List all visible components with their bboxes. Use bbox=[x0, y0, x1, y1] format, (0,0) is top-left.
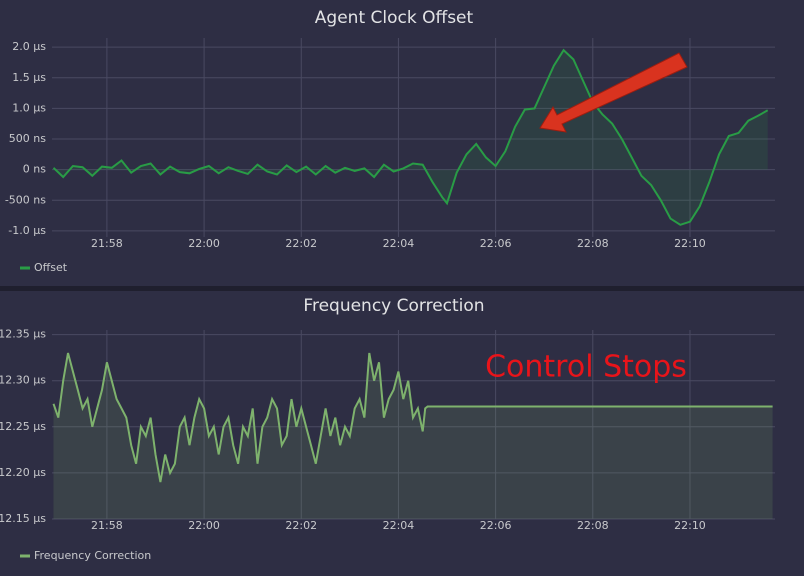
arrow bbox=[539, 52, 688, 133]
x-tick-label: 22:04 bbox=[383, 519, 415, 532]
x-tick-label: 22:00 bbox=[188, 519, 220, 532]
x-tick-label: 22:02 bbox=[285, 237, 317, 250]
y-tick-label: 0 ns bbox=[23, 163, 46, 176]
x-tick-label: 22:08 bbox=[577, 237, 609, 250]
y-tick-label: 2.0 µs bbox=[12, 40, 46, 53]
x-tick-label: 22:10 bbox=[674, 519, 706, 532]
panel bbox=[0, 291, 804, 576]
x-tick-label: 22:08 bbox=[577, 519, 609, 532]
y-tick-label: -1.0 µs bbox=[8, 224, 46, 237]
y-tick-label: -500 ns bbox=[5, 193, 46, 206]
line bbox=[52, 352, 773, 483]
x-tick-label: 22:06 bbox=[480, 519, 512, 532]
x-tick-label: 22:02 bbox=[285, 519, 317, 532]
area bbox=[53, 50, 768, 225]
y-tick-label: 12.25 µs bbox=[0, 420, 46, 433]
x-tick-label: 22:06 bbox=[480, 237, 512, 250]
legend-label: Offset bbox=[34, 261, 68, 274]
y-tick-label: 1.0 µs bbox=[12, 101, 46, 114]
x-tick-label: 22:10 bbox=[674, 237, 706, 250]
y-tick-label: 12.35 µs bbox=[0, 328, 46, 341]
line bbox=[52, 48, 769, 226]
panel-title: Agent Clock Offset bbox=[315, 8, 474, 28]
charts: -1.0 µs -500 ns 0 ns 500 ns 1.0 µs 1.5 µs 2.0 … bbox=[0, 38, 775, 562]
area bbox=[53, 353, 773, 519]
y-tick-label: 12.20 µs bbox=[0, 466, 46, 479]
x-tick-label: 22:04 bbox=[383, 237, 415, 250]
x-tick-label: 22:00 bbox=[188, 237, 220, 250]
y-tick-label: 500 ns bbox=[9, 132, 46, 145]
y-tick-label: 12.15 µs bbox=[0, 512, 46, 525]
x-tick-label: 21:58 bbox=[91, 519, 123, 532]
annotation: Control Stops bbox=[485, 350, 687, 385]
panel-title: Frequency Correction bbox=[303, 296, 484, 316]
x-tick-label: 21:58 bbox=[91, 237, 123, 250]
y-tick-label: 1.5 µs bbox=[12, 71, 46, 84]
y-tick-label: 12.30 µs bbox=[0, 374, 46, 387]
legend-label: Frequency Correction bbox=[34, 549, 151, 562]
